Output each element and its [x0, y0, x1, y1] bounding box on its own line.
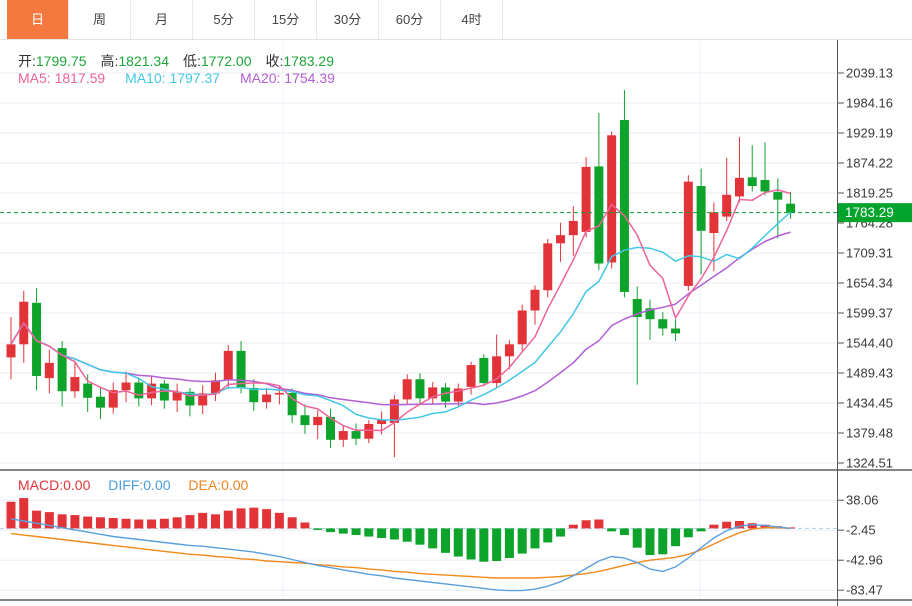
svg-text:1599.37: 1599.37: [846, 306, 893, 321]
svg-text:1709.31: 1709.31: [846, 246, 893, 261]
candles-layer: [6, 89, 796, 458]
timeframe-tab-bar: 日周月 5分 15分 30分 60分 4时: [0, 0, 912, 40]
price-axis-labels: 2039.131984.161929.191874.221819.251764.…: [837, 66, 893, 471]
candle: [236, 341, 246, 394]
candle: [364, 420, 374, 444]
candle: [722, 157, 732, 221]
candle: [607, 131, 617, 269]
candle: [249, 379, 259, 411]
candle: [709, 202, 719, 272]
candle: [185, 387, 195, 417]
tab-5-15分[interactable]: 15分: [255, 0, 317, 39]
candle: [786, 191, 796, 219]
candle: [121, 371, 131, 403]
ma5-line: [10, 189, 791, 432]
kline-chart[interactable]: 2039.131984.161929.191874.221819.251764.…: [0, 40, 912, 606]
candle: [159, 379, 169, 409]
candle: [147, 375, 157, 406]
candle: [747, 145, 757, 192]
svg-text:1379.48: 1379.48: [846, 426, 893, 441]
candle: [658, 312, 668, 336]
candle: [683, 175, 693, 291]
candle: [287, 388, 297, 423]
macd-axis-labels: 38.06 -2.45 -42.96 -83.47: [837, 493, 883, 598]
svg-text:1874.22: 1874.22: [846, 156, 893, 171]
svg-text:1324.51: 1324.51: [846, 456, 893, 471]
candle: [428, 381, 438, 404]
svg-text:1819.25: 1819.25: [846, 186, 893, 201]
candle: [581, 157, 591, 238]
tab-7-60分[interactable]: 60分: [379, 0, 441, 39]
candle: [543, 238, 553, 298]
svg-text:38.06: 38.06: [846, 493, 879, 508]
svg-text:-83.47: -83.47: [846, 583, 883, 598]
candle: [134, 378, 144, 407]
tab-1-日[interactable]: 日: [7, 0, 69, 39]
candle: [568, 206, 578, 256]
candle: [632, 286, 642, 385]
candle: [326, 408, 335, 449]
svg-text:1783.29: 1783.29: [845, 205, 894, 220]
svg-text:1434.45: 1434.45: [846, 396, 893, 411]
candle: [313, 410, 323, 440]
tab-8-4时[interactable]: 4时: [441, 0, 503, 39]
candle: [198, 385, 208, 415]
candle: [760, 142, 770, 196]
chart-area: 2039.13 1984.16 1929.19 1874.22 1819.25 1764.…: [0, 40, 912, 606]
candle: [262, 387, 272, 409]
candle: [6, 317, 16, 380]
candle: [466, 361, 476, 395]
svg-text:1544.40: 1544.40: [846, 336, 893, 351]
tab-2-周[interactable]: 周: [69, 0, 131, 39]
candle: [338, 426, 348, 447]
svg-text:-42.96: -42.96: [846, 553, 883, 568]
candle: [453, 383, 463, 407]
candle: [671, 319, 681, 342]
candle: [734, 136, 744, 203]
ma20-line: [10, 231, 791, 406]
candle: [504, 339, 514, 370]
candle: [44, 349, 54, 394]
candle: [70, 360, 80, 398]
diff-line: [10, 518, 791, 592]
candle: [108, 382, 118, 414]
candle: [530, 285, 540, 325]
current-price-badge: 1783.29: [838, 203, 912, 223]
candle: [479, 354, 489, 387]
svg-text:1654.34: 1654.34: [846, 276, 893, 291]
candle: [619, 89, 629, 298]
candle: [210, 372, 220, 402]
vertical-gridlines: [282, 42, 701, 600]
tab-3-月[interactable]: 月: [131, 0, 193, 39]
tab-6-30分[interactable]: 30分: [317, 0, 379, 39]
candle: [556, 222, 566, 262]
candle: [415, 373, 425, 406]
candle: [95, 387, 105, 420]
svg-text:-2.45: -2.45: [846, 523, 876, 538]
candle: [402, 374, 412, 405]
candle: [223, 344, 233, 390]
candle: [594, 112, 604, 271]
tab-4-5分[interactable]: 5分: [193, 0, 255, 39]
candle: [351, 423, 361, 446]
svg-text:1489.43: 1489.43: [846, 366, 893, 381]
candle: [517, 304, 527, 351]
svg-text:1984.16: 1984.16: [846, 96, 893, 111]
svg-text:2039.13: 2039.13: [846, 66, 893, 81]
candle: [57, 341, 67, 407]
candle: [32, 288, 42, 391]
price-gridlines: [0, 72, 838, 464]
panel-borders: [0, 469, 912, 601]
ma10-line: [10, 211, 792, 422]
candle: [645, 299, 655, 340]
candle: [172, 383, 182, 412]
candle: [773, 178, 783, 239]
macd-histogram: [6, 498, 796, 562]
svg-text:1929.19: 1929.19: [846, 126, 893, 141]
candle: [300, 404, 310, 434]
dea-line: [10, 527, 791, 579]
